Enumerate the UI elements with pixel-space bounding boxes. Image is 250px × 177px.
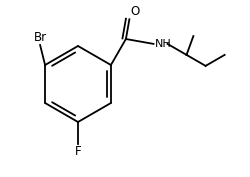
Text: O: O bbox=[130, 5, 140, 18]
Text: Br: Br bbox=[34, 31, 47, 44]
Text: NH: NH bbox=[154, 39, 171, 49]
Text: F: F bbox=[75, 145, 81, 158]
